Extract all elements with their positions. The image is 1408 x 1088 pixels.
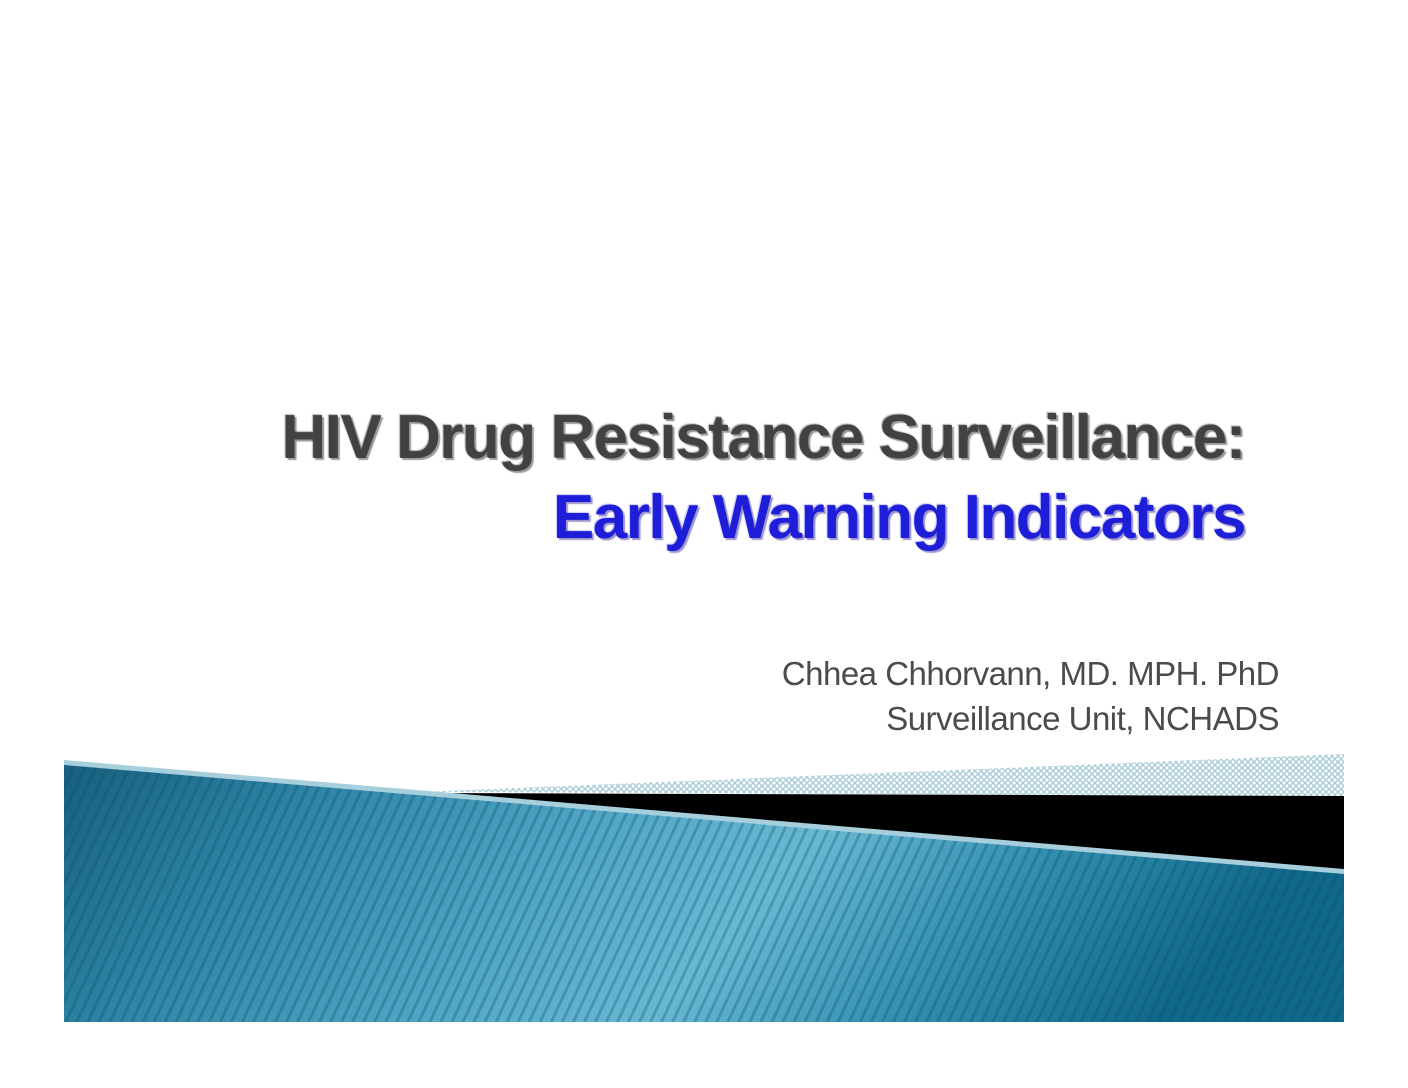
title-line-1: HIV Drug Resistance Surveillance: bbox=[281, 403, 1246, 472]
author-name: Chhea Chhorvann, MD. MPH. PhD bbox=[781, 655, 1280, 692]
author-block: Chhea Chhorvann, MD. MPH. PhD Surveillan… bbox=[60, 651, 1280, 741]
crosshatch-wedge bbox=[420, 754, 1344, 796]
slide-title: HIV Drug Resistance Surveillance: Early … bbox=[60, 398, 1247, 558]
teal-wedge-texture bbox=[64, 765, 1344, 1022]
title-line-2: Early Warning Indicators bbox=[552, 483, 1247, 552]
author-affiliation: Surveillance Unit, NCHADS bbox=[886, 700, 1279, 737]
